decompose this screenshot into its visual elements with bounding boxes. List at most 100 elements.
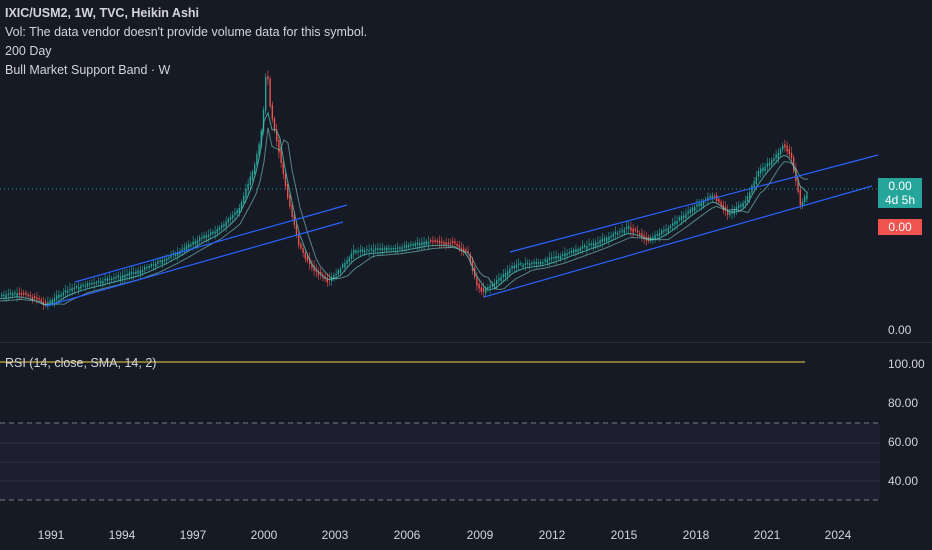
candle-body <box>507 271 509 276</box>
candle-body <box>97 280 100 283</box>
rsi-pane[interactable] <box>0 343 880 503</box>
candle-body <box>58 294 60 298</box>
candle-body <box>661 230 663 234</box>
band-indicator-label[interactable]: Bull Market Support Band · W <box>5 63 171 77</box>
price-chart-svg[interactable] <box>0 0 880 342</box>
candle-body <box>383 247 386 250</box>
pane-separator[interactable] <box>0 342 932 343</box>
candle-body <box>476 277 478 286</box>
candle-body <box>256 154 258 165</box>
candle-body <box>157 261 159 264</box>
candle-body <box>372 249 375 253</box>
candle-body <box>581 246 584 249</box>
candle-body <box>210 232 212 236</box>
candle-body <box>694 207 696 211</box>
candle-body <box>434 240 436 242</box>
candle-body <box>170 254 172 258</box>
candle-body <box>498 278 500 281</box>
candle-body <box>663 229 665 232</box>
candle-body <box>478 283 480 289</box>
candle-body <box>9 292 12 295</box>
candle-body <box>91 282 93 285</box>
volume-note: Vol: The data vendor doesn't provide vol… <box>5 25 368 39</box>
candle-body <box>397 247 399 249</box>
candle-body <box>313 265 315 271</box>
candle-body <box>467 250 469 253</box>
rsi-tick-60: 60.00 <box>888 435 919 449</box>
time-label: 2006 <box>393 528 421 542</box>
candle-body <box>249 176 251 185</box>
candle-body <box>309 258 311 265</box>
candle-body <box>713 195 716 198</box>
price-chart-pane[interactable] <box>0 0 880 342</box>
candle-body <box>267 76 269 80</box>
candle-body <box>229 217 232 220</box>
candle-body <box>768 162 771 166</box>
price-axis[interactable] <box>880 0 932 550</box>
candle-body <box>788 148 790 155</box>
candle-body <box>265 77 267 111</box>
candle-body <box>25 292 27 295</box>
candle-body <box>36 297 38 300</box>
candle-body <box>643 235 645 240</box>
candle-body <box>621 229 623 232</box>
candle-body <box>504 272 507 278</box>
ma-indicator-label[interactable]: 200 Day <box>5 44 52 58</box>
candle-body <box>269 78 271 107</box>
candle-body <box>304 252 306 259</box>
candle-body <box>190 244 192 247</box>
candle-body <box>522 264 524 268</box>
candle-body <box>526 262 529 265</box>
rsi-indicator-label[interactable]: RSI (14, close, SMA, 14, 2) <box>5 356 157 370</box>
candle-body <box>227 218 229 223</box>
candle-body <box>64 290 67 293</box>
candle-body <box>31 296 34 301</box>
candle-body <box>753 181 755 188</box>
candle-body <box>117 275 119 278</box>
candle-body <box>687 211 689 214</box>
candle-body <box>122 274 124 279</box>
candle-body <box>460 247 463 251</box>
candle-body <box>566 253 568 256</box>
candle-body <box>548 257 551 261</box>
candle-body <box>555 256 557 259</box>
candle-body <box>287 184 289 198</box>
time-label: 2024 <box>824 528 852 542</box>
candle-body <box>445 242 447 245</box>
candle-body <box>34 296 36 299</box>
candle-body <box>771 159 773 165</box>
candle-body <box>260 130 262 147</box>
candle-body <box>245 188 247 198</box>
candle-body <box>680 215 683 221</box>
candle-body <box>7 293 9 296</box>
candle-body <box>610 236 612 238</box>
candle-body <box>177 252 179 256</box>
trend-line <box>74 204 348 283</box>
candle-body <box>672 223 674 226</box>
candle-body <box>51 299 53 304</box>
candle-body <box>295 224 298 235</box>
bull-band-line <box>0 111 809 306</box>
candle-body <box>601 238 603 242</box>
candle-body <box>357 251 359 253</box>
candle-body <box>487 286 489 289</box>
candle-body <box>652 237 654 241</box>
rsi-tick-40: 40.00 <box>888 474 919 488</box>
candle-body <box>289 195 291 207</box>
candle-body <box>634 229 636 231</box>
candle-body <box>584 245 586 248</box>
candle-body <box>524 263 526 265</box>
candle-body <box>337 270 339 275</box>
candle-body <box>353 250 355 254</box>
candle-body <box>542 262 544 264</box>
candle-body <box>168 257 170 259</box>
symbol-title[interactable]: IXIC/USM2, 1W, TVC, Heikin Ashi <box>5 6 200 20</box>
candle-body <box>377 248 379 251</box>
candle-body <box>707 197 709 201</box>
candle-body <box>416 242 419 246</box>
candle-body <box>412 244 414 246</box>
candle-body <box>656 233 658 236</box>
candle-body <box>575 248 577 253</box>
prev-price-badge: 0.00 <box>878 219 922 235</box>
candle-body <box>355 250 357 253</box>
